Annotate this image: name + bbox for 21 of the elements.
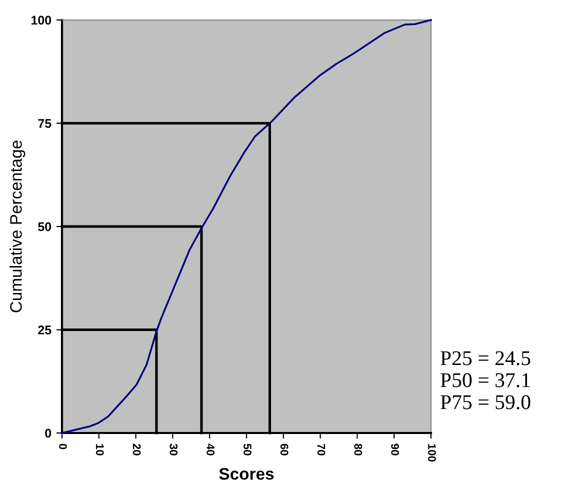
x-tick-label: 10 [96, 444, 104, 456]
y-tick-label: 25 [38, 326, 52, 334]
text: P50 = 37.1 [440, 373, 530, 388]
text: P25 = 24.5 [440, 351, 530, 366]
x-tick-label: 20 [132, 444, 141, 456]
x-tick-label: 80 [354, 444, 362, 456]
y-axis-title: Cumulative Percentage [10, 140, 26, 312]
y-tick-label: 50 [38, 222, 52, 232]
y-tick-label: 100 [32, 16, 52, 25]
x-tick-label: 90 [391, 444, 399, 456]
text: P75 = 59.0 [440, 395, 530, 410]
x-axis-title: Scores [219, 468, 274, 480]
x-tick-label: 100 [428, 444, 436, 462]
x-tick-label: 70 [317, 444, 326, 456]
x-tick-label: 30 [170, 444, 178, 456]
x-tick-label: 40 [206, 444, 214, 456]
x-tick-label: 50 [244, 444, 252, 456]
x-tick-label: 0 [59, 444, 67, 450]
y-tick-label: 0 [45, 428, 52, 438]
x-tick-label: 60 [280, 444, 288, 456]
y-tick-label: 75 [38, 119, 52, 128]
